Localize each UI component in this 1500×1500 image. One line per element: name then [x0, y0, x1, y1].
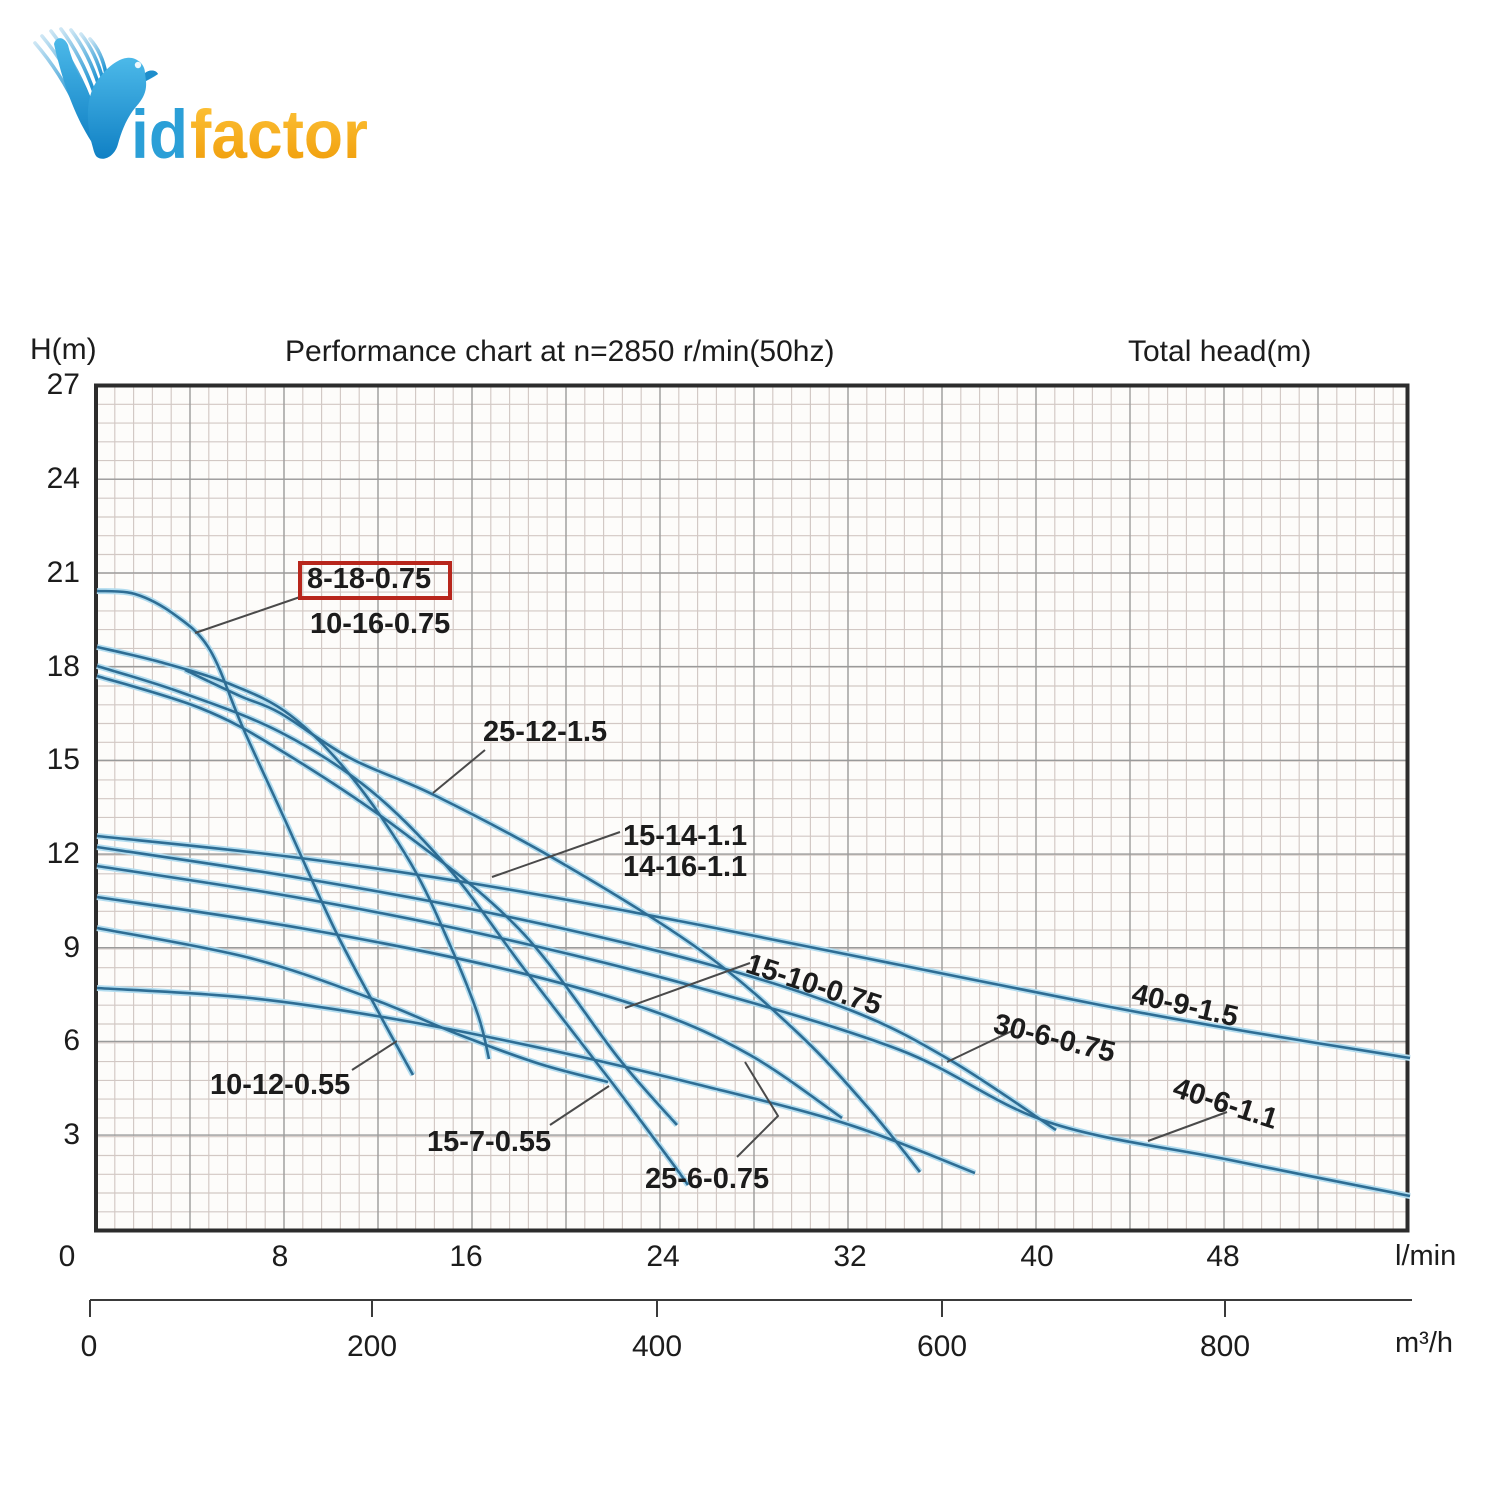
svg-text:factor: factor: [190, 96, 368, 173]
svg-text:id: id: [131, 96, 188, 173]
